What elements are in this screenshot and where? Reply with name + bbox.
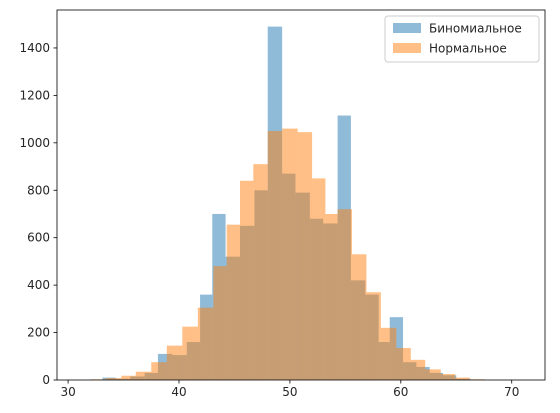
bar-series-2-bin-10 xyxy=(226,224,240,380)
bar-series-2-bin-4 xyxy=(135,371,152,380)
bar-series-2-bin-7 xyxy=(182,326,198,380)
bar-series-2-bin-12 xyxy=(253,164,268,380)
bar-series-2-bin-22 xyxy=(396,347,411,380)
bar-series-2-bin-11 xyxy=(240,180,254,380)
y-tick-label: 600 xyxy=(27,231,50,245)
bar-series-2-bin-18 xyxy=(337,209,353,380)
bar-series-2-bin-23 xyxy=(410,359,426,380)
legend-label-2: Нормальное xyxy=(429,42,507,56)
bar-series-2-bin-9 xyxy=(213,266,227,380)
legend: Биномиальное Нормальное xyxy=(384,15,540,63)
x-tick-label: 70 xyxy=(504,385,519,399)
bar-series-2-bin-16 xyxy=(312,178,326,380)
y-tick-label: 400 xyxy=(27,278,50,292)
bar-series-2-bin-6 xyxy=(166,345,183,380)
bars-layer xyxy=(90,26,486,380)
legend-swatch-1 xyxy=(393,23,421,33)
bar-series-2-bin-17 xyxy=(325,213,338,380)
bar-series-2-bin-5 xyxy=(151,362,167,380)
y-tick-label: 1000 xyxy=(19,136,50,150)
bar-series-2-bin-25 xyxy=(440,374,456,380)
bar-series-2-bin-15 xyxy=(297,132,313,380)
bar-series-2-bin-26 xyxy=(455,377,470,380)
y-tick-label: 800 xyxy=(27,183,50,197)
x-tick-label: 40 xyxy=(171,385,186,399)
x-tick-label: 30 xyxy=(60,385,75,399)
y-tick-label: 1200 xyxy=(19,88,50,102)
bar-series-2-bin-3 xyxy=(121,375,136,380)
bar-series-2-bin-19 xyxy=(352,254,367,380)
y-tick-label: 1400 xyxy=(19,41,50,55)
legend-label-1: Биномиальное xyxy=(429,22,522,36)
y-tick-label: 200 xyxy=(27,326,50,340)
legend-frame xyxy=(384,15,540,63)
y-tick-label: 0 xyxy=(42,373,50,387)
bar-series-2-bin-14 xyxy=(282,128,298,380)
bar-series-2-bin-21 xyxy=(380,327,397,380)
bar-series-2-bin-8 xyxy=(197,307,214,380)
plot-frame xyxy=(56,9,546,381)
bar-series-2-bin-20 xyxy=(366,292,381,380)
x-tick-label: 60 xyxy=(393,385,408,399)
bar-series-2-bin-2 xyxy=(105,378,122,380)
legend-swatch-2 xyxy=(393,43,421,53)
bar-series-2-bin-24 xyxy=(425,369,441,380)
bar-series-2-bin-13 xyxy=(267,130,283,380)
axes-layer: 30 40 50 60 70 0 200 400 600 800 1000 1200 1400 xyxy=(19,9,546,399)
x-tick-label: 50 xyxy=(282,385,297,399)
